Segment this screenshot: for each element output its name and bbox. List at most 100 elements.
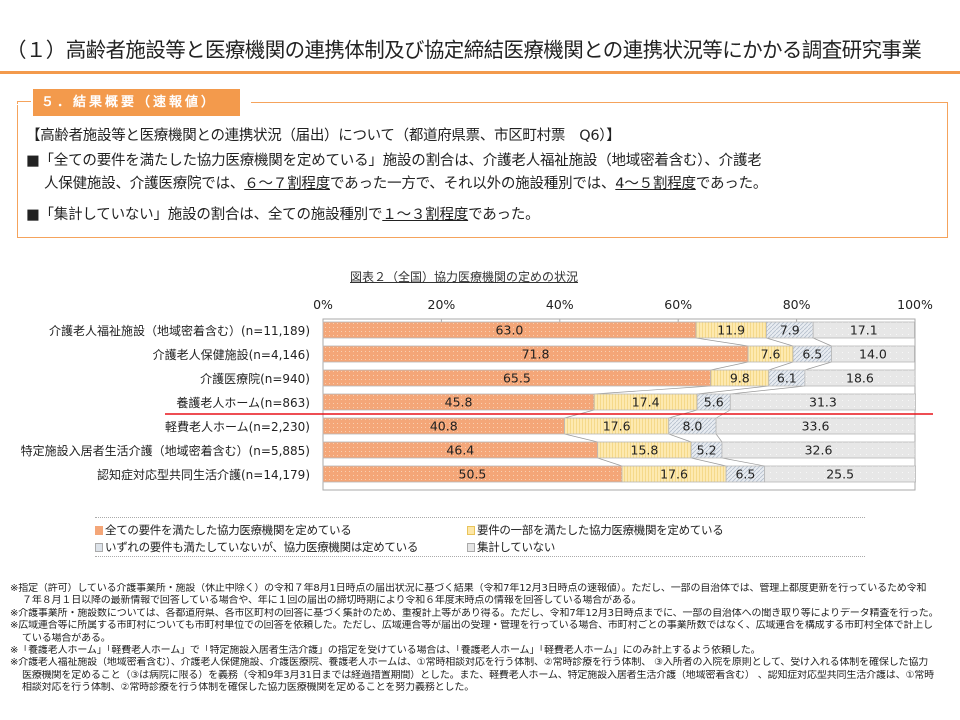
bar-value-label: 6.1: [777, 371, 797, 386]
bar-value-label: 6.5: [735, 467, 755, 482]
series-connector-line: [715, 433, 723, 443]
footnote-line: ７年８月１日以降の最新情報で回答している場合や、年に１回の届出の締切時期により令…: [22, 595, 642, 607]
legend-swatch-partial-requirements: [467, 526, 475, 535]
bar-value-label: 32.6: [805, 443, 833, 458]
x-tick-label: 80%: [782, 297, 811, 312]
x-tick-label: 60%: [664, 297, 693, 312]
bar-value-label: 25.5: [826, 467, 854, 482]
legend-item: いずれの要件も満たしていないが、協力医療機関は定めている: [95, 539, 418, 555]
series-connector-line: [804, 361, 832, 371]
bar-value-label: 65.5: [503, 371, 531, 386]
bar-value-label: 9.8: [730, 371, 750, 386]
bar-value-label: 33.6: [802, 419, 830, 434]
legend-swatch-no-requirements: [95, 543, 103, 552]
category-label: 介護老人保健施設(n=4,146): [152, 348, 310, 362]
chart-title: 図表２（全国）協力医療機関の定めの状況: [350, 270, 579, 284]
bar-segment: [729, 393, 916, 411]
summary-box: [17, 102, 948, 238]
bullet-text: ■「集計していない」施設の割合は、全ての施設種別で: [26, 207, 383, 223]
bar-value-label: 7.9: [780, 323, 800, 338]
bullet-emphasis: 4～５割程度: [615, 176, 696, 192]
bar-segment: [764, 465, 916, 483]
series-connector-line: [710, 361, 749, 371]
bar-segment: [804, 369, 916, 387]
series-connector-line: [691, 457, 727, 467]
category-label: 養護老人ホーム(n=863): [176, 396, 310, 410]
bar-value-label: 17.1: [850, 323, 878, 338]
legend-label: 要件の一部を満たした協力医療機関を定めている: [477, 523, 724, 537]
bar-segment: [812, 321, 915, 339]
footnotes: ※指定（許可）している介護事業所・施設（休止中除く）の令和７年8月1日時点の届出…: [10, 583, 955, 695]
bar-value-label: 17.6: [603, 419, 631, 434]
series-connector-line: [697, 385, 769, 395]
legend-label: 全ての要件を満たした協力医療機関を定めている: [105, 523, 352, 537]
bar-value-label: 6.5: [802, 347, 822, 362]
series-connector-line: [766, 337, 794, 347]
legend-item: 要件の一部を満たした協力医療機関を定めている: [467, 522, 724, 538]
stacked-bar-chart: 63.0 11.9 7.9 17.1 71.8 7.6 6.5 14.0 65.5 9.8 6.1 1…: [165, 318, 933, 491]
bar-value-label: 45.8: [445, 395, 473, 410]
series-connector-line: [668, 433, 692, 443]
series-connector-line: [721, 457, 765, 467]
legend-swatch-all-requirements: [95, 526, 103, 535]
legend-item: 集計していない: [467, 539, 555, 555]
series-connector-line: [730, 385, 805, 395]
series-connector-line: [813, 337, 832, 347]
x-tick-label: 0%: [313, 297, 333, 312]
summary-heading: 【高齢者施設等と医療機関との連携状況（届出）について（都道府県票、市区町村票 Q…: [26, 128, 621, 144]
bar-value-label: 46.4: [446, 443, 474, 458]
bar-value-label: 5.6: [704, 395, 724, 410]
footnote-line: ※広域連合等に所属する市町村についても市町村単位での回答を依頼した。ただし、広域…: [10, 620, 933, 632]
bar-value-label: 18.6: [846, 371, 874, 386]
footnote-line: ※介護老人福祉施設（地域密着含む）、介護老人保健施設、介護医療院、養護老人ホーム…: [10, 657, 929, 669]
category-label: 軽費老人ホーム(n=2,230): [164, 420, 310, 434]
series-connector-line: [564, 433, 598, 443]
series-connector-line: [768, 361, 794, 371]
bar-value-label: 8.0: [682, 419, 702, 434]
legend-swatch-not-counted: [467, 543, 475, 552]
summary-box-corner: [17, 101, 31, 104]
bar-value-label: 40.8: [430, 419, 458, 434]
footnote-line: ※「養護老人ホーム」「軽費老人ホーム」で「特定施設入居者生活介護」の指定を受けて…: [10, 645, 761, 657]
legend-label: いずれの要件も満たしていないが、協力医療機関は定めている: [105, 540, 419, 554]
category-label: 特定施設入居者生活介護（地域密着含む）(n=5,885): [20, 444, 310, 458]
bar-value-label: 50.5: [459, 467, 487, 482]
category-label: 介護老人福祉施設（地域密着含む）(n=11,189): [48, 324, 310, 338]
bullet-text: であった。: [695, 176, 768, 192]
bullet-text: であった一方で、それ以外の施設種別では、: [330, 176, 616, 192]
bar-value-label: 11.9: [717, 323, 745, 338]
summary-bullet-1-line-1: ■「全ての要件を満たした協力医療機関を定めている」施設の割合は、介護老人福祉施設…: [26, 153, 762, 169]
x-tick-label: 100%: [897, 297, 933, 312]
bullet-text: 人保健施設、介護医療院では、: [44, 176, 245, 192]
bar-value-label: 15.8: [631, 443, 659, 458]
category-label: 認知症対応型共同生活介護(n=14,179): [96, 468, 310, 482]
bar-value-label: 63.0: [496, 323, 524, 338]
series-connector-line: [594, 385, 711, 395]
bullet-emphasis: ６～７割程度: [244, 176, 331, 192]
bar-value-label: 14.0: [859, 347, 887, 362]
summary-bullet-2: ■「集計していない」施設の割合は、全ての施設種別で１～３割程度であった。: [26, 204, 540, 226]
footnote-line: ※指定（許可）している介護事業所・施設（休止中除く）の令和７年8月1日時点の届出…: [10, 583, 927, 594]
footnote-line: 相談対応を行う体制、②常時診療を行う体制を確保した協力医療機関を定めることを努力…: [22, 682, 475, 694]
bullet-emphasis: １～３割程度: [382, 207, 469, 223]
page-title: （１）高齢者施設等と医療機関の連携体制及び協定締結医療機関との連携状況等にかかる…: [6, 38, 922, 62]
title-divider: [0, 71, 960, 74]
bar-value-label: 31.3: [809, 395, 837, 410]
summary-bullet-1-line-2: 人保健施設、介護医療院では、６～７割程度であった一方で、それ以外の施設種別では、…: [44, 173, 767, 195]
bar-value-label: 17.4: [632, 395, 660, 410]
bar-value-label: 17.6: [660, 467, 688, 482]
bar-segment: [715, 417, 916, 435]
chart-legend: 全ての要件を満たした協力医療機関を定めている 要件の一部を満たした協力医療機関を…: [95, 517, 865, 557]
bar-value-label: 71.8: [522, 347, 550, 362]
x-tick-label: 20%: [427, 297, 456, 312]
bar-value-label: 7.6: [761, 347, 781, 362]
bar-value-label: 5.2: [697, 443, 717, 458]
category-label: 介護医療院(n=940): [200, 372, 310, 386]
series-connector-line: [695, 337, 749, 347]
legend-item: 全ての要件を満たした協力医療機関を定めている: [95, 522, 352, 538]
bullet-text: であった。: [468, 207, 540, 223]
series-connector-line: [597, 457, 623, 467]
bar-segment: [831, 345, 915, 363]
summary-tag: ５．結果概要（速報値）: [33, 89, 240, 116]
footnote-line: ※介護事業所・施設数については、各都道府県、各市区町村の回答に基づく集計のため、…: [10, 607, 939, 619]
